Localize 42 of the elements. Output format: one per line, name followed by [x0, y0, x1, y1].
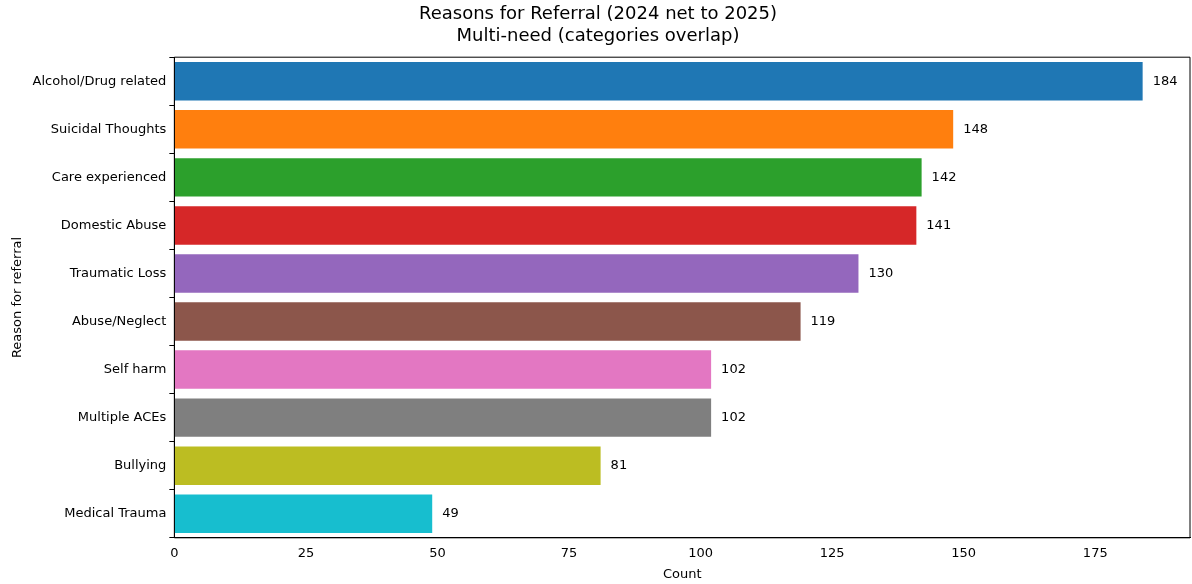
chart-subtitle: Multi-need (categories overlap) [456, 24, 740, 46]
x-tick-label: 25 [297, 544, 315, 560]
y-tick-label: Suicidal Thoughts [50, 120, 167, 136]
x-tick-label: 100 [688, 544, 714, 560]
bar [174, 398, 712, 437]
data-label: 184 [1152, 72, 1178, 88]
data-label: 141 [926, 216, 952, 232]
x-tick-label: 75 [560, 544, 578, 560]
data-label: 119 [810, 312, 836, 328]
y-tick-label: Alcohol/Drug related [32, 72, 167, 88]
data-label: 148 [963, 120, 989, 136]
y-tick-label: Care experienced [51, 168, 167, 184]
bar [174, 62, 1143, 101]
chart-title: Reasons for Referral (2024 net to 2025) [418, 2, 778, 24]
y-tick-label: Domestic Abuse [60, 216, 167, 232]
x-tick-label: 175 [1082, 544, 1108, 560]
y-tick-label: Multiple ACEs [77, 409, 167, 425]
y-tick-label: Self harm [103, 360, 167, 376]
bar [174, 446, 601, 485]
bar [174, 110, 954, 149]
y-tick-label: Medical Trauma [64, 505, 167, 521]
data-label: 102 [721, 360, 746, 376]
data-label: 81 [610, 457, 628, 473]
x-tick-label: 125 [819, 544, 845, 560]
x-tick-label: 150 [951, 544, 977, 560]
data-label: 49 [442, 505, 459, 521]
bar [174, 302, 801, 341]
x-tick-label: 50 [429, 544, 446, 560]
bar [174, 206, 917, 245]
bar [174, 350, 712, 389]
data-label: 102 [721, 409, 746, 425]
y-axis-title: Reason for referral [9, 236, 25, 359]
y-tick-label: Bullying [114, 457, 167, 473]
y-tick-label: Abuse/Neglect [71, 312, 167, 328]
bar [174, 158, 922, 197]
bar [174, 254, 859, 293]
bar [174, 494, 433, 533]
x-tick-label: 0 [170, 544, 179, 560]
y-tick-label: Traumatic Loss [68, 264, 167, 280]
data-label: 130 [868, 264, 894, 280]
data-label: 142 [931, 168, 957, 184]
x-axis-title: Count [662, 565, 702, 581]
